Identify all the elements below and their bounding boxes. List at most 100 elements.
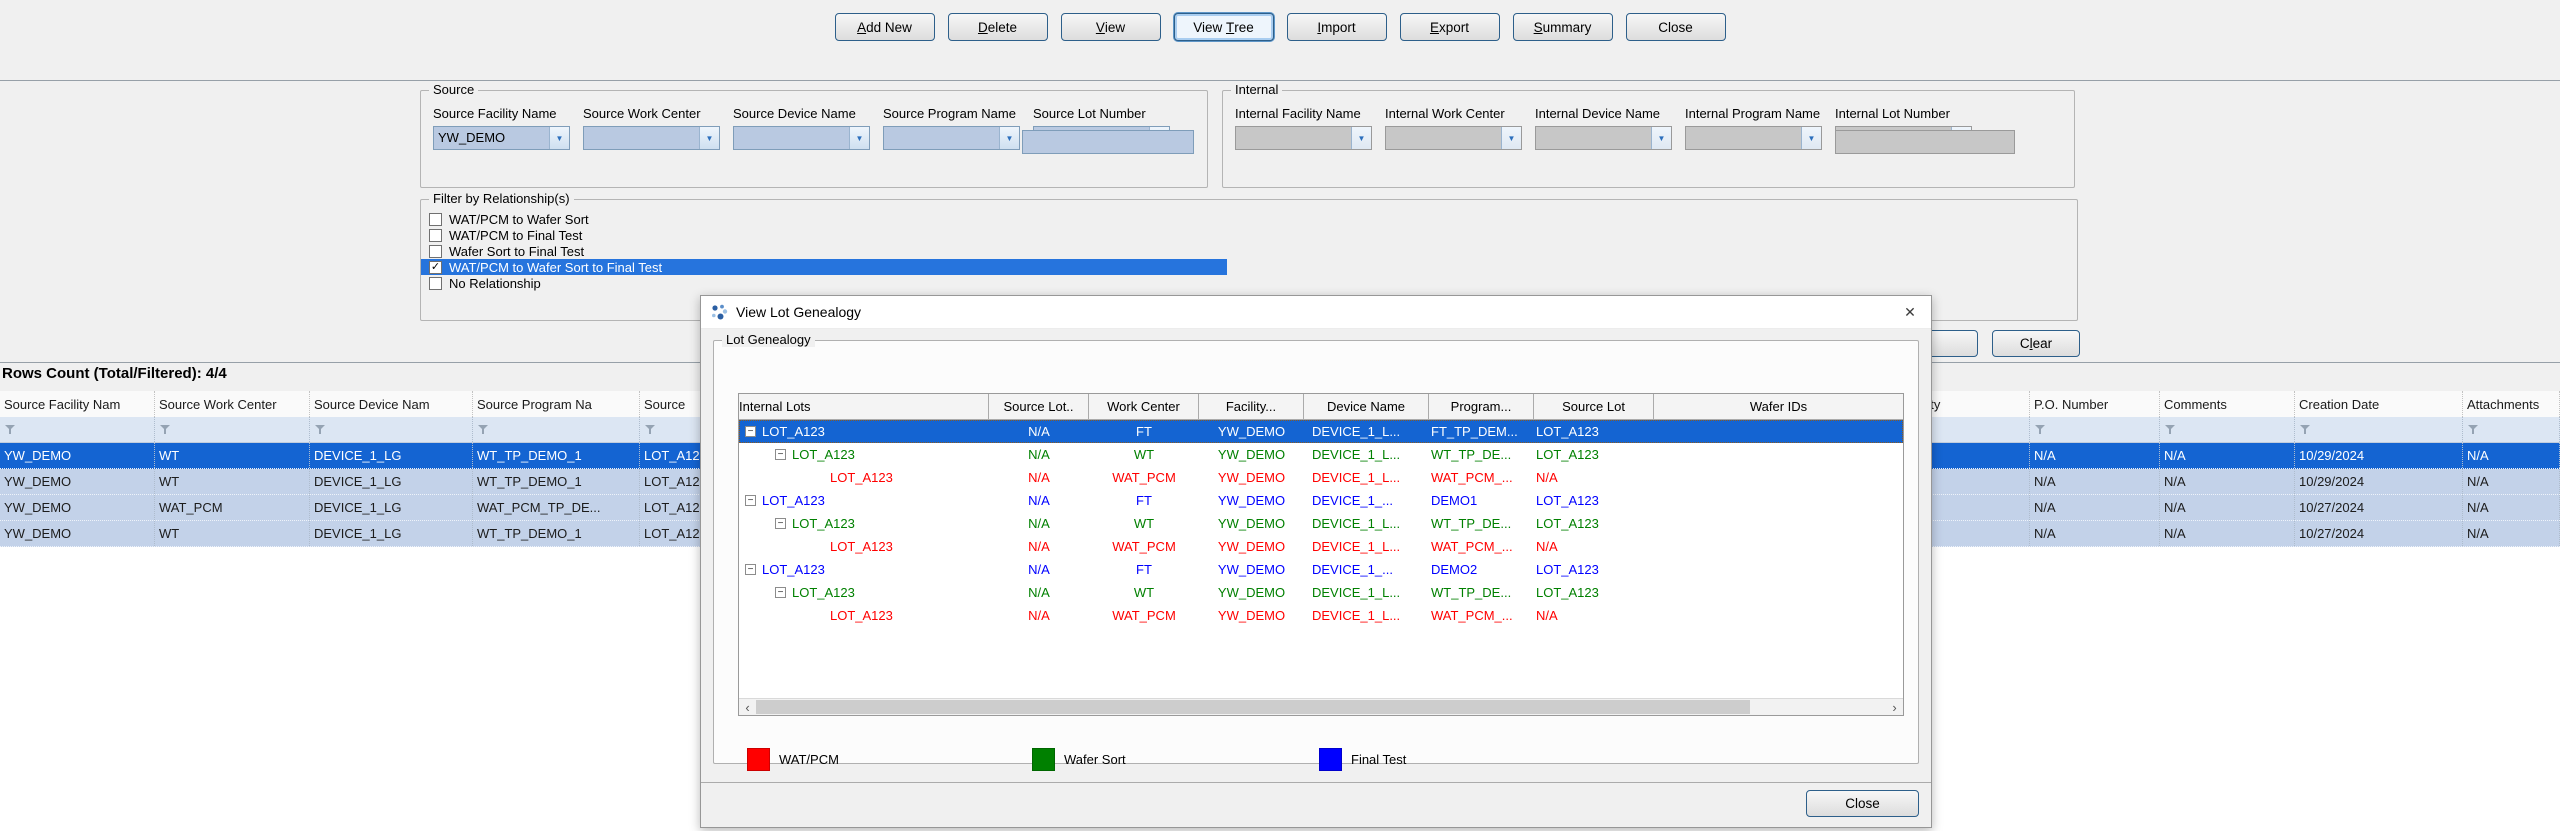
column-header[interactable]: Creation Date (2295, 391, 2463, 417)
source-combobox[interactable]: ▼ (733, 126, 870, 150)
column-header[interactable]: P.O. Number (2030, 391, 2160, 417)
source-combobox[interactable]: ▼ (583, 126, 720, 150)
scroll-left-icon[interactable]: ‹ (739, 699, 756, 715)
cell (1654, 443, 1903, 466)
collapse-expander-icon[interactable] (745, 564, 756, 575)
combobox-value (584, 127, 699, 149)
close-icon[interactable]: ✕ (1889, 296, 1931, 329)
column-header[interactable]: Wafer IDs (1654, 394, 1903, 420)
scrollbar-thumb[interactable] (756, 700, 1750, 714)
collapse-expander-icon[interactable] (745, 426, 756, 437)
relationship-checkbox-item[interactable]: WAT/PCM to Wafer Sort (421, 211, 1227, 227)
toolbar-button[interactable]: View (1061, 13, 1161, 41)
source-combobox[interactable]: ▼ (883, 126, 1020, 150)
relationship-checkbox-item[interactable]: WAT/PCM to Final Test (421, 227, 1227, 243)
tree-row[interactable]: LOT_A123 N/A FT YW_DEMO DEVICE_1_L... FT… (739, 420, 1903, 443)
checkbox[interactable] (429, 245, 442, 258)
filter-funnel-icon[interactable] (645, 424, 656, 435)
cell: DEVICE_1_LG (310, 495, 473, 520)
filter-funnel-icon[interactable] (160, 424, 171, 435)
dialog-close-button[interactable]: Close (1806, 790, 1919, 817)
column-header[interactable]: Device Name (1304, 394, 1429, 420)
chevron-down-icon[interactable]: ▼ (999, 127, 1019, 149)
collapse-expander-icon[interactable] (775, 449, 786, 460)
column-header[interactable]: Source Program Na (473, 391, 640, 417)
toolbar-button[interactable]: Summary (1513, 13, 1613, 41)
column-header[interactable]: Source Work Center (155, 391, 310, 417)
collapse-expander-icon[interactable] (775, 518, 786, 529)
tree-row[interactable]: LOT_A123 N/A WT YW_DEMO DEVICE_1_L... WT… (739, 512, 1903, 535)
collapse-expander-icon[interactable] (745, 495, 756, 506)
table-row[interactable]: N/A N/A 10/29/2024 N/A (1880, 469, 2560, 495)
clear-button[interactable]: Clear (1992, 330, 2080, 357)
genealogy-tree-table: Internal Lots Source Lot.. Work Center F… (738, 393, 1904, 716)
filter-funnel-icon[interactable] (2468, 424, 2479, 435)
tree-row[interactable]: LOT_A123 N/A WAT_PCM YW_DEMO DEVICE_1_L.… (739, 466, 1903, 489)
table-row[interactable]: N/A N/A 10/27/2024 N/A (1880, 495, 2560, 521)
tree-row[interactable]: LOT_A123 N/A WAT_PCM YW_DEMO DEVICE_1_L.… (739, 604, 1903, 627)
filter-funnel-icon[interactable] (478, 424, 489, 435)
button-mnemonic: E (1430, 20, 1439, 35)
column-header[interactable]: Comments (2160, 391, 2295, 417)
column-header[interactable]: Program... (1429, 394, 1534, 420)
cell: WAT_PCM (1089, 466, 1199, 489)
toolbar-button[interactable]: Import (1287, 13, 1387, 41)
table-row[interactable]: N/A N/A 10/27/2024 N/A (1880, 521, 2560, 547)
tree-row[interactable]: LOT_A123 N/A FT YW_DEMO DEVICE_1_... DEM… (739, 558, 1903, 581)
filter-funnel-icon[interactable] (2165, 424, 2176, 435)
checkbox[interactable] (429, 277, 442, 290)
relationship-checkbox-item[interactable]: WAT/PCM to Wafer Sort to Final Test (421, 259, 1227, 275)
checkbox-label: Wafer Sort to Final Test (449, 244, 584, 259)
horizontal-scrollbar[interactable]: ‹ › (739, 698, 1903, 715)
tree-row[interactable]: LOT_A123 N/A WAT_PCM YW_DEMO DEVICE_1_L.… (739, 535, 1903, 558)
tree-row[interactable]: LOT_A123 N/A FT YW_DEMO DEVICE_1_... DEM… (739, 489, 1903, 512)
column-header[interactable]: Source Lot (1534, 394, 1654, 420)
column-header[interactable]: Internal Lots (739, 394, 989, 420)
button-label: ree (1234, 20, 1254, 35)
source-lot-number-input[interactable] (1022, 130, 1194, 154)
scroll-right-icon[interactable]: › (1886, 699, 1903, 715)
toolbar-button[interactable]: Delete (948, 13, 1048, 41)
cell: WT_TP_DE... (1429, 512, 1534, 535)
relationship-checkbox-item[interactable]: No Relationship (421, 275, 1227, 291)
tree-row[interactable]: LOT_A123 N/A WT YW_DEMO DEVICE_1_L... WT… (739, 581, 1903, 604)
filter-funnel-icon[interactable] (5, 424, 16, 435)
filter-funnel-icon[interactable] (315, 424, 326, 435)
chevron-down-icon[interactable]: ▼ (549, 127, 569, 149)
filter-funnel-icon[interactable] (2300, 424, 2311, 435)
toolbar-button[interactable]: Export (1400, 13, 1500, 41)
dialog-footer-divider (701, 782, 1931, 783)
column-header[interactable]: Attachments (2463, 391, 2560, 417)
view-lot-genealogy-dialog: View Lot Genealogy ✕ Lot Genealogy Inter… (700, 295, 1932, 828)
column-header[interactable]: Source Device Nam (310, 391, 473, 417)
cell (1654, 420, 1903, 443)
legend-label: Wafer Sort (1064, 752, 1126, 767)
chevron-down-icon[interactable]: ▼ (849, 127, 869, 149)
checkbox[interactable] (429, 229, 442, 242)
cell: WAT_PCM (155, 495, 310, 520)
filter-funnel-icon[interactable] (2035, 424, 2046, 435)
source-combobox[interactable]: YW_DEMO ▼ (433, 126, 570, 150)
toolbar-button[interactable]: Close (1626, 13, 1726, 41)
table-row[interactable]: N/A N/A 10/29/2024 N/A (1880, 443, 2560, 469)
genealogy-dots-icon (711, 304, 728, 321)
column-header[interactable]: Source Lot.. (989, 394, 1089, 420)
checkbox[interactable] (429, 213, 442, 226)
cell: WT (1089, 443, 1199, 466)
column-header[interactable]: Work Center (1089, 394, 1199, 420)
toolbar-button[interactable]: View Tree (1174, 13, 1274, 41)
legend-color-swatch (747, 748, 770, 771)
toolbar-button[interactable]: Add New (835, 13, 935, 41)
scrollbar-track[interactable] (756, 699, 1886, 715)
collapse-expander-icon[interactable] (775, 587, 786, 598)
relationship-checkbox-item[interactable]: Wafer Sort to Final Test (421, 243, 1227, 259)
cell: 10/29/2024 (2295, 443, 2463, 468)
cell: N/A (989, 443, 1089, 466)
cell: DEVICE_1_L... (1304, 512, 1429, 535)
chevron-down-icon[interactable]: ▼ (699, 127, 719, 149)
column-header[interactable]: Source Facility Nam (0, 391, 155, 417)
tree-row[interactable]: LOT_A123 N/A WT YW_DEMO DEVICE_1_L... WT… (739, 443, 1903, 466)
cell: YW_DEMO (1199, 489, 1304, 512)
checkbox[interactable] (429, 261, 442, 274)
column-header[interactable]: Facility... (1199, 394, 1304, 420)
